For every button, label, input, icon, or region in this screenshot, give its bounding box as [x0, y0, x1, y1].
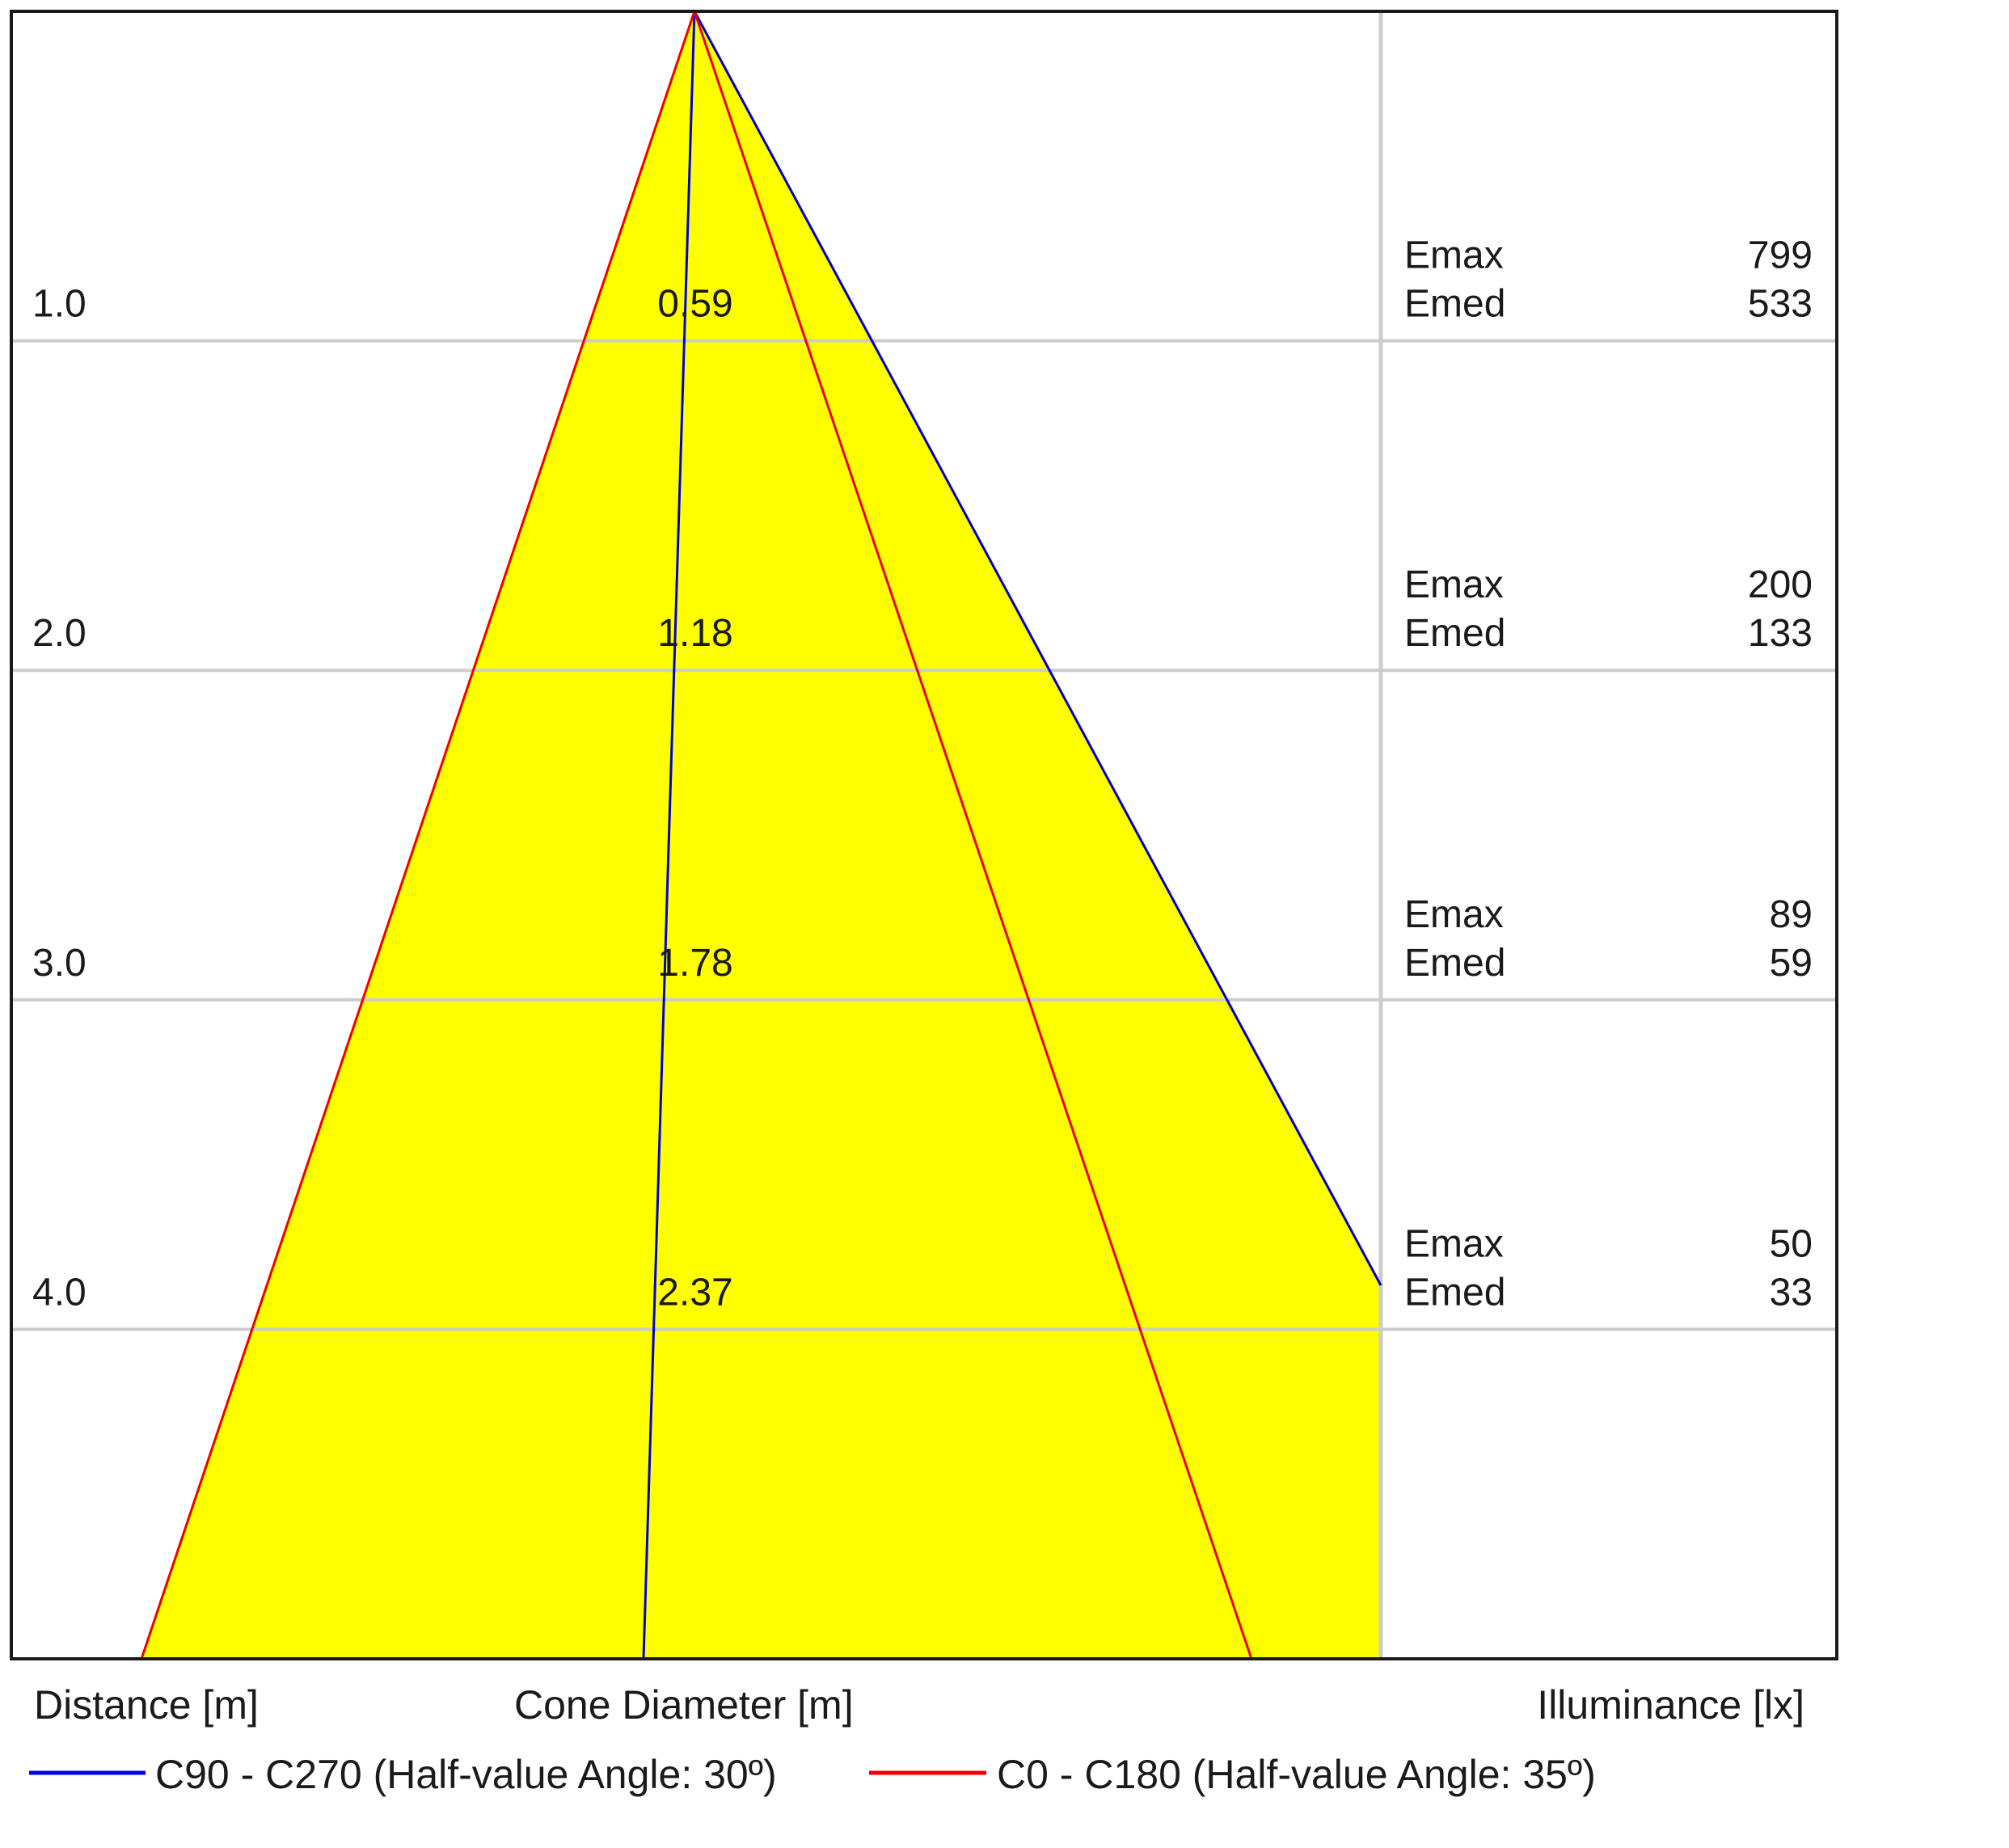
emax-label-1: Emax: [1404, 234, 1504, 277]
cone-fill-layer: [141, 11, 1381, 1659]
c90-left-edge-line: [642, 11, 696, 1660]
diameter-label-4: 2.37: [657, 1271, 732, 1314]
distance-label-2: 2.0: [32, 612, 87, 655]
c90-right-edge-line: [693, 11, 1382, 1286]
emed-label-2: Emed: [1404, 612, 1505, 655]
emax-label-3: Emax: [1404, 893, 1504, 936]
illuminance-axis-label: Illuminance [lx]: [1537, 1682, 1804, 1728]
distance-label-3: 3.0: [32, 942, 87, 985]
emax-value-1: 799: [1748, 234, 1813, 277]
emax-value-3: 89: [1770, 893, 1813, 936]
distance-label-4: 4.0: [32, 1271, 87, 1314]
emed-value-3: 59: [1770, 942, 1813, 985]
beam-lines-layer: [140, 11, 1382, 1660]
legend-label-c0: C0 - C180 (Half-value Angle: 35º): [997, 1752, 1596, 1797]
emed-label-3: Emed: [1404, 942, 1505, 985]
c0-left-edge-line: [140, 11, 696, 1660]
diameter-label-3: 1.78: [657, 942, 732, 985]
emax-value-4: 50: [1770, 1222, 1813, 1265]
grid-layer: [11, 11, 1837, 1659]
emed-label-1: Emed: [1404, 283, 1505, 326]
labels-layer: 1.0 0.59 Emax 799 Emed 533 2.0 1.18 Emax 200 Emed 1…: [29, 234, 1813, 1797]
distance-label-1: 1.0: [32, 283, 87, 326]
diameter-label-2: 1.18: [657, 612, 732, 655]
legend-label-c90: C90 - C270 (Half-value Angle: 30º): [155, 1752, 777, 1797]
c0-right-edge-line: [693, 11, 1253, 1660]
distance-axis-label: Distance [m]: [34, 1682, 259, 1728]
cone-fill: [141, 11, 1381, 1659]
emed-label-4: Emed: [1404, 1271, 1505, 1314]
emed-value-4: 33: [1770, 1271, 1813, 1314]
emax-label-4: Emax: [1404, 1222, 1504, 1265]
frame-layer: [10, 10, 1838, 1660]
chart-frame: [10, 10, 1838, 1660]
emax-value-2: 200: [1748, 563, 1813, 606]
emed-value-2: 133: [1748, 612, 1813, 655]
emed-value-1: 533: [1748, 283, 1813, 326]
cone-diameter-axis-label: Cone Diameter [m]: [514, 1682, 854, 1728]
diameter-label-1: 0.59: [657, 283, 732, 326]
emax-label-2: Emax: [1404, 563, 1504, 606]
